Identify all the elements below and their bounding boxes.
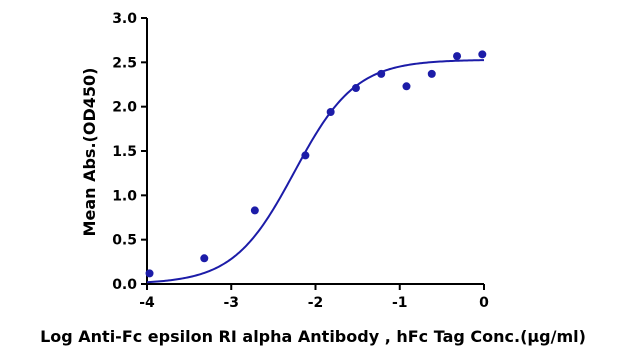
y-tick-label: 3.0 bbox=[112, 11, 137, 27]
y-tick-label: 0.0 bbox=[112, 277, 137, 293]
x-tick-label: -2 bbox=[308, 295, 324, 311]
y-tick-label: 0.5 bbox=[112, 233, 137, 249]
y-tick-label: 1.0 bbox=[112, 188, 137, 204]
y-tick-label: 2.0 bbox=[112, 100, 137, 116]
x-tick-label: -4 bbox=[139, 295, 155, 311]
y-tick-label: 1.5 bbox=[112, 144, 137, 160]
data-point bbox=[377, 69, 386, 78]
data-point bbox=[326, 107, 335, 116]
x-tick-label: 0 bbox=[479, 295, 489, 311]
data-point bbox=[301, 151, 310, 160]
x-tick-label: -1 bbox=[392, 295, 408, 311]
data-point bbox=[453, 52, 462, 61]
y-axis-title: Mean Abs.(OD450) bbox=[80, 68, 99, 237]
x-axis: -4 -3 -2 -1 0 bbox=[139, 283, 489, 311]
fit-curve bbox=[146, 59, 485, 284]
x-axis-title: Log Anti-Fc epsilon RI alpha Antibody , … bbox=[40, 327, 586, 346]
data-point bbox=[145, 269, 154, 278]
y-axis: 0.0 0.5 1.0 1.5 2.0 2.5 3.0 bbox=[112, 11, 148, 293]
data-point bbox=[402, 82, 411, 91]
data-point bbox=[250, 206, 259, 215]
data-point bbox=[351, 84, 360, 93]
x-tick-label: -3 bbox=[223, 295, 239, 311]
data-points bbox=[145, 50, 487, 278]
data-point bbox=[427, 69, 436, 78]
data-point bbox=[478, 50, 487, 59]
data-point bbox=[200, 254, 209, 263]
y-tick-label: 2.5 bbox=[112, 55, 137, 71]
